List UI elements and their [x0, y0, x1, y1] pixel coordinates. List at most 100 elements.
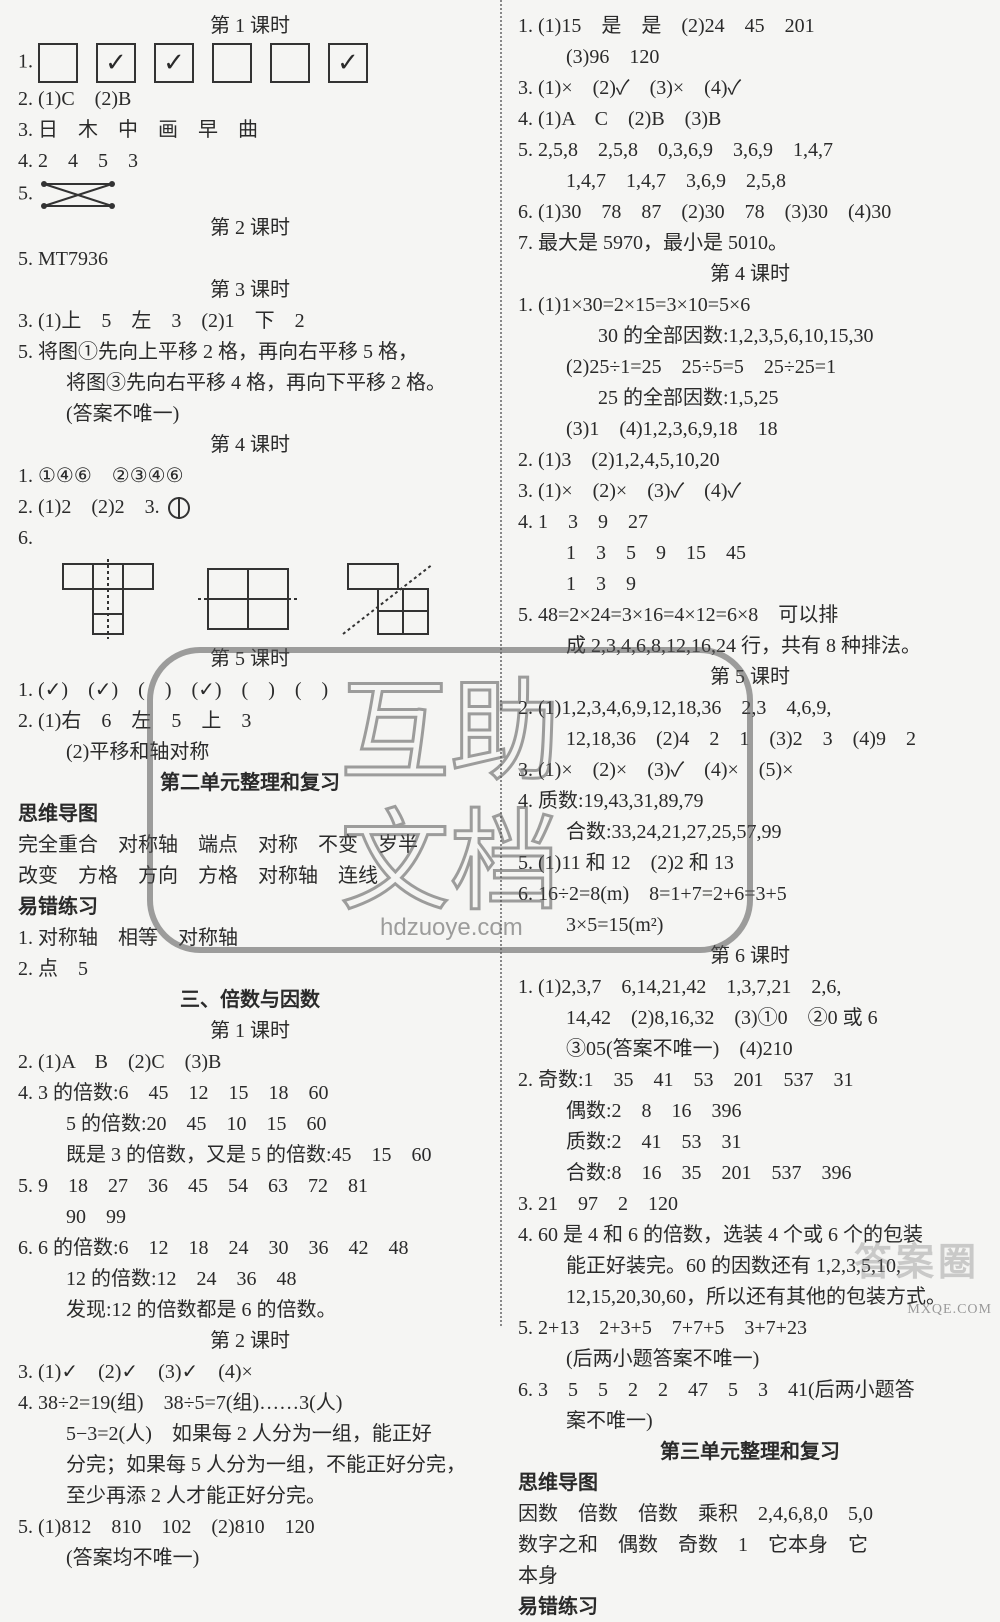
cross-lines-icon [38, 178, 118, 212]
l6r-4c: 12,15,20,30,60，所以还有其他的包装方式。 [518, 1283, 982, 1312]
l6r-6a: 6. 3 5 5 2 2 47 5 3 41(后两小题答 [518, 1376, 982, 1405]
u3-q4b: 5 的倍数:20 45 10 15 60 [18, 1110, 482, 1139]
r3: 3. (1)× (2)✓ (3)× (4)✓ [518, 74, 982, 103]
column-divider [500, 0, 502, 1326]
heading-lesson-5: 第 5 课时 [18, 645, 482, 674]
l6r-4a: 4. 60 是 4 和 6 的倍数，选装 4 个或 6 个的包装 [518, 1221, 982, 1250]
heading-lesson-1: 第 1 课时 [18, 12, 482, 41]
unit3-heading: 三、倍数与因数 [18, 986, 482, 1015]
l2b-q4d: 至少再添 2 人才能正好分完。 [18, 1482, 482, 1511]
l4r-4a: 4. 1 3 9 27 [518, 508, 982, 537]
l5r-6a: 6. 16÷2=8(m) 8=1+7=2+6=3+5 [518, 880, 982, 909]
u3-q5b: 90 99 [18, 1203, 482, 1232]
checkbox-5 [270, 43, 310, 83]
l6r-1a: 1. (1)2,3,7 6,14,21,42 1,3,7,21 2,6, [518, 973, 982, 1002]
l4-q1: 1. ①④⑥ ②③④⑥ [18, 462, 482, 491]
l6r-3: 3. 21 97 2 120 [518, 1190, 982, 1219]
r6: 6. (1)30 78 87 (2)30 78 (3)30 (4)30 [518, 198, 982, 227]
u3-q4a: 4. 3 的倍数:6 45 12 15 18 60 [18, 1079, 482, 1108]
u3-q4c: 既是 3 的倍数，又是 5 的倍数:45 15 60 [18, 1141, 482, 1170]
unit3-sub: 第 1 课时 [18, 1017, 482, 1046]
u3-q6a: 6. 6 的倍数:6 12 18 24 30 36 42 48 [18, 1234, 482, 1263]
shape-diag [338, 559, 438, 639]
heading-lesson-6r: 第 6 课时 [518, 942, 982, 971]
r4: 4. (1)A C (2)B (3)B [518, 105, 982, 134]
l3-q5a: 5. 将图①先向上平移 2 格，再向右平移 5 格， [18, 338, 482, 367]
l4r-2: 2. (1)3 (2)1,2,4,5,10,20 [518, 446, 982, 475]
q1-label: 1. [18, 51, 33, 73]
l5r-5: 5. (1)11 和 12 (2)2 和 13 [518, 849, 982, 878]
l2b-q5a: 5. (1)812 810 102 (2)810 120 [18, 1513, 482, 1542]
l4-q2-row: 2. (1)2 (2)2 3. [18, 493, 482, 522]
heading-lesson-3: 第 3 课时 [18, 276, 482, 305]
l3-q5c: (答案不唯一) [18, 400, 482, 429]
l6r-2d: 合数:8 16 35 201 537 396 [518, 1159, 982, 1188]
checkbox-3: ✓ [154, 43, 194, 83]
mm-l2: 改变 方格 方向 方格 对称轴 连线 [18, 862, 482, 891]
l4r-3: 3. (1)× (2)× (3)✓ (4)✓ [518, 477, 982, 506]
q1-row: 1. ✓ ✓ ✓ [18, 43, 482, 83]
checkbox-1 [38, 43, 78, 83]
mm-r3: 本身 [518, 1562, 982, 1591]
l5-q2a: 2. (1)右 6 左 5 上 3 [18, 707, 482, 736]
l6r-1b: 14,42 (2)8,16,32 (3)①0 ②0 或 6 [518, 1004, 982, 1033]
l6r-5a: 5. 2+13 2+3+5 7+7+5 3+7+23 [518, 1314, 982, 1343]
l4r-5b: 成 2,3,4,6,8,12,16,24 行，共有 8 种排法。 [518, 632, 982, 661]
heading-lesson-4r: 第 4 课时 [518, 260, 982, 289]
q5-row: 5. [18, 178, 482, 212]
err-q1: 1. 对称轴 相等 对称轴 [18, 924, 482, 953]
r5b: 1,4,7 1,4,7 3,6,9 2,5,8 [518, 167, 982, 196]
l6r-2b: 偶数:2 8 16 396 [518, 1097, 982, 1126]
l6r-6b: 案不唯一) [518, 1407, 982, 1436]
q2: 2. (1)C (2)B [18, 85, 482, 114]
l2b-q4a: 4. 38÷2=19(组) 38÷5=7(组)……3(人) [18, 1389, 482, 1418]
l4r-5a: 5. 48=2×24=3×16=4×12=6×8 可以排 [518, 601, 982, 630]
l5-q2b: (2)平移和轴对称 [18, 738, 482, 767]
r5a: 5. 2,5,8 2,5,8 0,3,6,9 3,6,9 1,4,7 [518, 136, 982, 165]
l4-q6-shapes [58, 559, 482, 639]
l6r-4b: 能正好装完。60 的因数还有 1,2,3,5,10, [518, 1252, 982, 1281]
l5r-3: 3. (1)× (2)× (3)✓ (4)× (5)× [518, 756, 982, 785]
l5r-6b: 3×5=15(m²) [518, 911, 982, 940]
l3-q3: 3. (1)上 5 左 3 (2)1 下 2 [18, 307, 482, 336]
l4r-1e: (3)1 (4)1,2,3,6,9,18 18 [518, 415, 982, 444]
l4r-1b: 30 的全部因数:1,2,3,5,6,10,15,30 [518, 322, 982, 351]
l6r-1c: ③05(答案不唯一) (4)210 [518, 1035, 982, 1064]
l6r-2a: 2. 奇数:1 35 41 53 201 537 31 [518, 1066, 982, 1095]
split-circle-icon [165, 496, 193, 520]
heading-lesson-4: 第 4 课时 [18, 431, 482, 460]
l5r-4b: 合数:33,24,21,27,25,57,99 [518, 818, 982, 847]
l6r-2c: 质数:2 41 53 31 [518, 1128, 982, 1157]
mm-l1: 完全重合 对称轴 端点 对称 不变 岁半 [18, 831, 482, 860]
right-column: 1. (1)15 是 是 (2)24 45 201 (3)96 120 3. (… [500, 0, 1000, 1326]
q5-label: 5. [18, 183, 33, 205]
q3: 3. 日 木 中 画 早 曲 [18, 116, 482, 145]
shape-t [58, 559, 158, 639]
err-q2: 2. 点 5 [18, 955, 482, 984]
l3-q5b: 将图③先向右平移 4 格，再向下平移 2 格。 [18, 369, 482, 398]
l2b-q3: 3. (1)✓ (2)✓ (3)✓ (4)× [18, 1358, 482, 1387]
l2-q5: 5. MT7936 [18, 245, 482, 274]
l4r-4b: 1 3 5 9 15 45 [518, 539, 982, 568]
u3-q2: 2. (1)A B (2)C (3)B [18, 1048, 482, 1077]
l2b-q5b: (答案均不唯一) [18, 1544, 482, 1573]
l4r-1c: (2)25÷1=25 25÷5=5 25÷25=1 [518, 353, 982, 382]
checkbox-6: ✓ [328, 43, 368, 83]
checkbox-2: ✓ [96, 43, 136, 83]
r1a: 1. (1)15 是 是 (2)24 45 201 [518, 12, 982, 41]
unit3-review-heading: 第三单元整理和复习 [518, 1438, 982, 1467]
l5r-4a: 4. 质数:19,43,31,89,79 [518, 787, 982, 816]
shape-grid [198, 559, 298, 639]
mm-r1: 因数 倍数 倍数 乘积 2,4,6,8,0 5,0 [518, 1500, 982, 1529]
l4r-1a: 1. (1)1×30=2×15=3×10=5×6 [518, 291, 982, 320]
l6r-5b: (后两小题答案不唯一) [518, 1345, 982, 1374]
l2b-q4b: 5−3=2(人) 如果每 2 人分为一组，能正好 [18, 1420, 482, 1449]
l4-q2-text: 2. (1)2 (2)2 3. [18, 496, 165, 518]
l5-q1: 1. (✓) (✓) ( ) (✓) ( ) ( ) [18, 676, 482, 705]
u3-q5a: 5. 9 18 27 36 45 54 63 72 81 [18, 1172, 482, 1201]
heading-lesson-5r: 第 5 课时 [518, 663, 982, 692]
mindmap-label-r: 思维导图 [518, 1469, 982, 1498]
mm-r2: 数字之和 偶数 奇数 1 它本身 它 [518, 1531, 982, 1560]
heading-lesson-2: 第 2 课时 [18, 214, 482, 243]
q4: 4. 2 4 5 3 [18, 147, 482, 176]
